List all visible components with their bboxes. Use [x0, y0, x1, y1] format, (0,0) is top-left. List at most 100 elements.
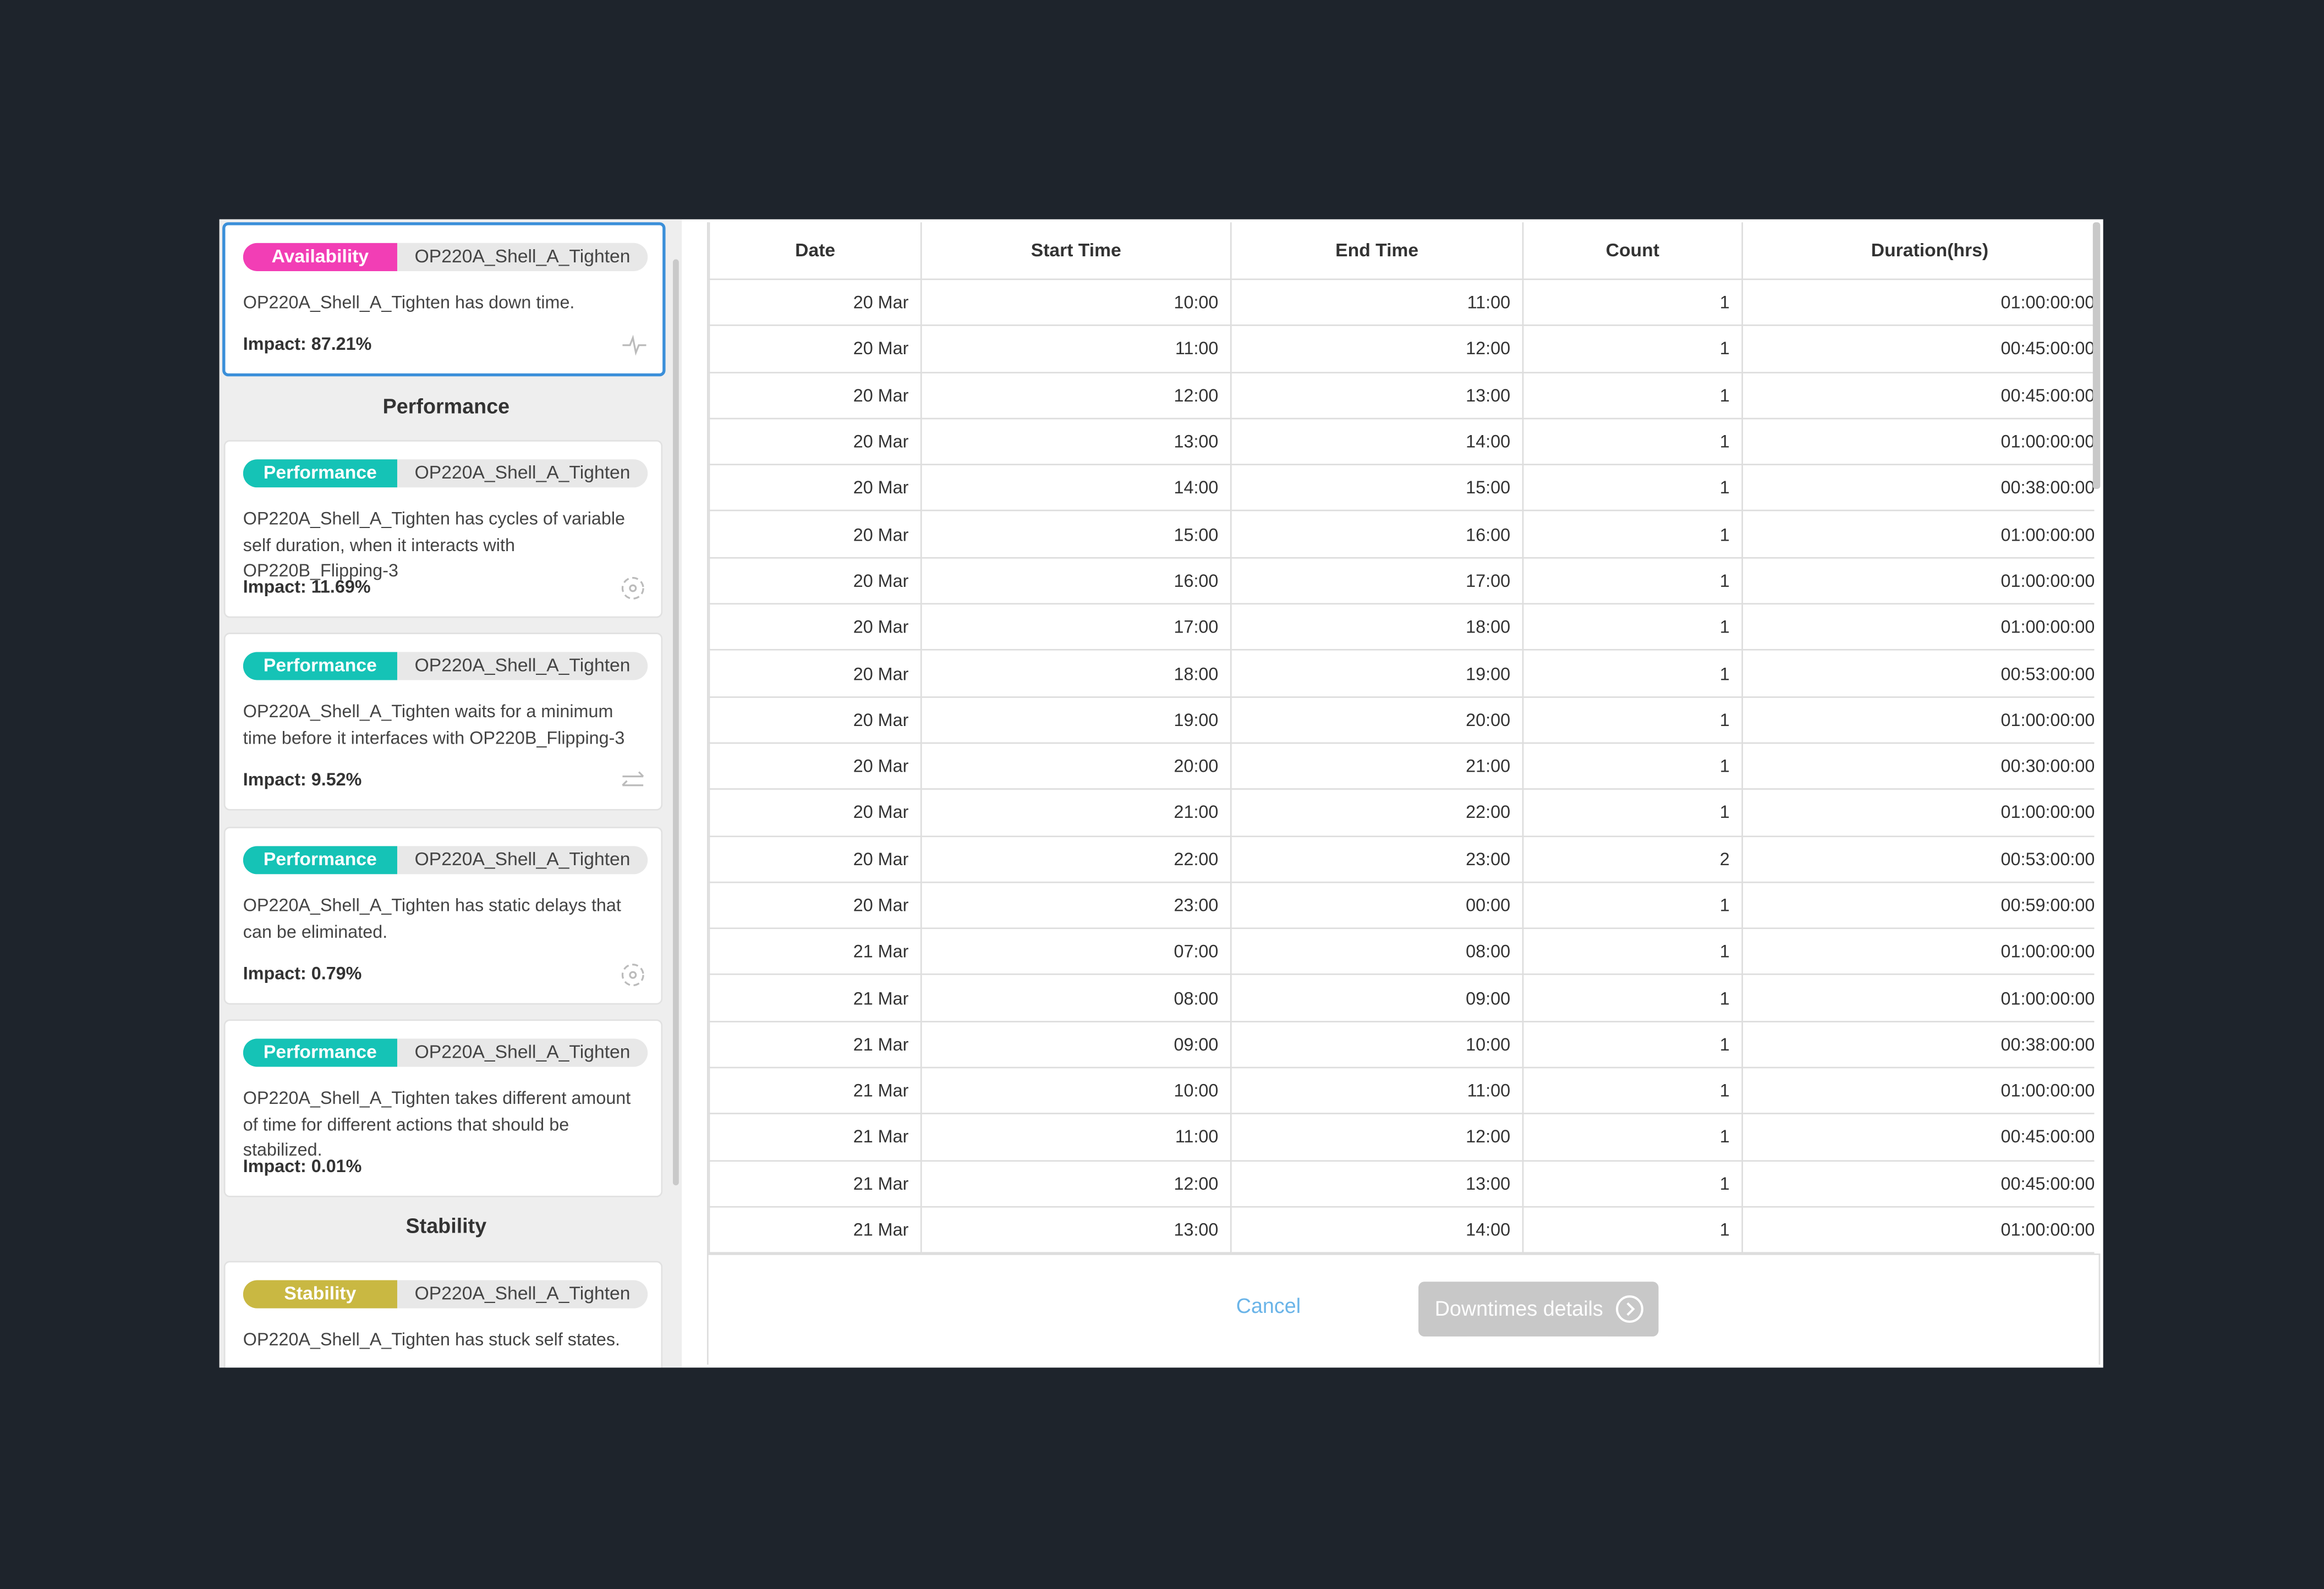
table-row: 21 Mar 08:00 09:00 1 01:00:00:000: [708, 974, 2095, 1022]
table-cell: 2: [1522, 835, 1744, 883]
table-cell: 09:00: [1230, 974, 1524, 1022]
table-row: 21 Mar 11:00 12:00 1 00:45:00:000: [708, 1113, 2095, 1162]
description: OP220A_Shell_A_Tighten takes different a…: [243, 1087, 631, 1161]
table-cell: 16:00: [920, 557, 1232, 605]
table-cell: 08:00: [920, 974, 1232, 1022]
table-row: 20 Mar 12:00 13:00 1 00:45:00:000: [708, 371, 2095, 420]
category-tag: Performance: [243, 652, 397, 680]
table-cell: 1: [1522, 371, 1744, 420]
table-cell: 01:00:00:000: [1741, 788, 2095, 837]
table-cell: 20:00: [1230, 696, 1524, 744]
insight-card[interactable]: Performance OP220A_Shell_A_Tighten OP220A_…: [223, 633, 663, 811]
table-cell: 20 Mar: [708, 371, 922, 420]
table-row: 20 Mar 23:00 00:00 1 00:59:00:000: [708, 881, 2095, 930]
scrollbar[interactable]: [673, 259, 679, 1186]
table-cell: 00:38:00:000: [1741, 1020, 2095, 1069]
table-cell: 11:00: [920, 1113, 1232, 1162]
table-cell: 01:00:00:000: [1741, 603, 2095, 651]
table-cell: 15:00: [920, 510, 1232, 559]
table-cell: 11:00: [1230, 278, 1524, 327]
modal: Availability OP220A_Shell_A_Tighten OP220A…: [219, 219, 2103, 1368]
category-tag: Performance: [243, 459, 397, 488]
header-row: Date Start Time End Time Count Duration(hrs): [708, 222, 2095, 281]
station-name: OP220A_Shell_A_Tighten: [414, 1283, 631, 1304]
table-row: 20 Mar 13:00 14:00 1 01:00:00:000: [708, 417, 2095, 466]
table-cell: 00:53:00:000: [1741, 835, 2095, 883]
table-cell: 18:00: [920, 649, 1232, 697]
table-cell: 13:00: [920, 417, 1232, 466]
insight-card[interactable]: Stability OP220A_Shell_A_Tighten OP220A_Sh…: [223, 1261, 663, 1368]
impact: Impact: 87.21%: [243, 333, 372, 354]
table-cell: 01:00:00:000: [1741, 927, 2095, 976]
table-cell: 21 Mar: [708, 1066, 922, 1115]
table-cell: 00:30:00:000: [1741, 742, 2095, 790]
cancel-button[interactable]: Cancel: [1236, 1293, 1301, 1317]
table-cell: 01:00:00:000: [1741, 1206, 2095, 1254]
table-cell: 1: [1522, 927, 1744, 976]
table-cell: 13:00: [1230, 1159, 1524, 1208]
table-row: 21 Mar 13:00 14:00 1 01:00:00:000: [708, 1206, 2095, 1254]
description: OP220A_Shell_A_Tighten waits for a minim…: [243, 701, 625, 748]
table-cell: 00:45:00:000: [1741, 371, 2095, 420]
table-row: 20 Mar 10:00 11:00 1 01:00:00:000: [708, 278, 2095, 327]
table-cell: 1: [1522, 325, 1744, 373]
description: OP220A_Shell_A_Tighten has stuck self st…: [243, 1329, 621, 1350]
table-cell: 20 Mar: [708, 835, 922, 883]
downtime-table: Date Start Time End Time Count Duration(hrs)…: [708, 222, 2095, 1254]
table-cell: 10:00: [1230, 1020, 1524, 1069]
table-cell: 00:00: [1230, 881, 1524, 930]
table-cell: 1: [1522, 974, 1744, 1022]
column-header: Count: [1522, 222, 1744, 281]
table-row: 21 Mar 10:00 11:00 1 01:00:00:000: [708, 1066, 2095, 1115]
table-row: 20 Mar 18:00 19:00 1 00:53:00:000: [708, 649, 2095, 697]
table-cell: 23:00: [920, 881, 1232, 930]
table-row: 21 Mar 09:00 10:00 1 00:38:00:000: [708, 1020, 2095, 1069]
table-cell: 20 Mar: [708, 278, 922, 327]
table-cell: 21 Mar: [708, 1113, 922, 1162]
table-cell: 20:00: [920, 742, 1232, 790]
table-cell: 21 Mar: [708, 1020, 922, 1069]
table-cell: 12:00: [920, 1159, 1232, 1208]
table-cell: 15:00: [1230, 464, 1524, 512]
table-cell: 01:00:00:000: [1741, 278, 2095, 327]
column-header: Duration(hrs): [1741, 222, 2095, 281]
table-cell: 20 Mar: [708, 649, 922, 697]
table-row: 20 Mar 17:00 18:00 1 01:00:00:000: [708, 603, 2095, 651]
table-cell: 01:00:00:000: [1741, 557, 2095, 605]
table-cell: 1: [1522, 881, 1744, 930]
table-row: 20 Mar 11:00 12:00 1 00:45:00:000: [708, 325, 2095, 373]
card-icon: [622, 771, 644, 787]
table-cell: 13:00: [1230, 371, 1524, 420]
details-button[interactable]: Downtimes details: [1418, 1282, 1659, 1337]
table-cell: 1: [1522, 278, 1744, 327]
description: OP220A_Shell_A_Tighten has cycles of var…: [243, 508, 626, 581]
table-cell: 20 Mar: [708, 417, 922, 466]
table-cell: 21 Mar: [708, 927, 922, 976]
table-cell: 22:00: [920, 835, 1232, 883]
tag-pill: Stability OP220A_Shell_A_Tighten: [243, 1280, 648, 1308]
table-cell: 19:00: [920, 696, 1232, 744]
column-header: End Time: [1230, 222, 1524, 281]
table-row: 21 Mar 12:00 13:00 1 00:45:00:000: [708, 1159, 2095, 1208]
category-tag: Performance: [243, 846, 397, 875]
tag-pill: Availability OP220A_Shell_A_Tighten: [243, 243, 648, 271]
table-cell: 20 Mar: [708, 557, 922, 605]
table-cell: 20 Mar: [708, 325, 922, 373]
insight-card[interactable]: Performance OP220A_Shell_A_Tighten OP220A_…: [223, 440, 663, 618]
table-cell: 1: [1522, 1113, 1744, 1162]
insight-card[interactable]: Availability OP220A_Shell_A_Tighten OP220A…: [222, 222, 666, 377]
table-cell: 14:00: [1230, 417, 1524, 466]
insight-card[interactable]: Performance OP220A_Shell_A_Tighten OP220A_…: [223, 827, 663, 1005]
table-cell: 1: [1522, 1159, 1744, 1208]
table-cell: 21 Mar: [708, 1159, 922, 1208]
column-header: Date: [708, 222, 922, 281]
station-name: OP220A_Shell_A_Tighten: [414, 849, 631, 870]
column-header: Start Time: [920, 222, 1232, 281]
table-cell: 20 Mar: [708, 603, 922, 651]
insight-card[interactable]: Performance OP220A_Shell_A_Tighten OP220A_…: [223, 1019, 663, 1197]
tag-pill: Performance OP220A_Shell_A_Tighten: [243, 846, 648, 875]
table-cell: 16:00: [1230, 510, 1524, 559]
table-cell: 00:59:00:000: [1741, 881, 2095, 930]
scrollbar[interactable]: [2092, 222, 2101, 489]
